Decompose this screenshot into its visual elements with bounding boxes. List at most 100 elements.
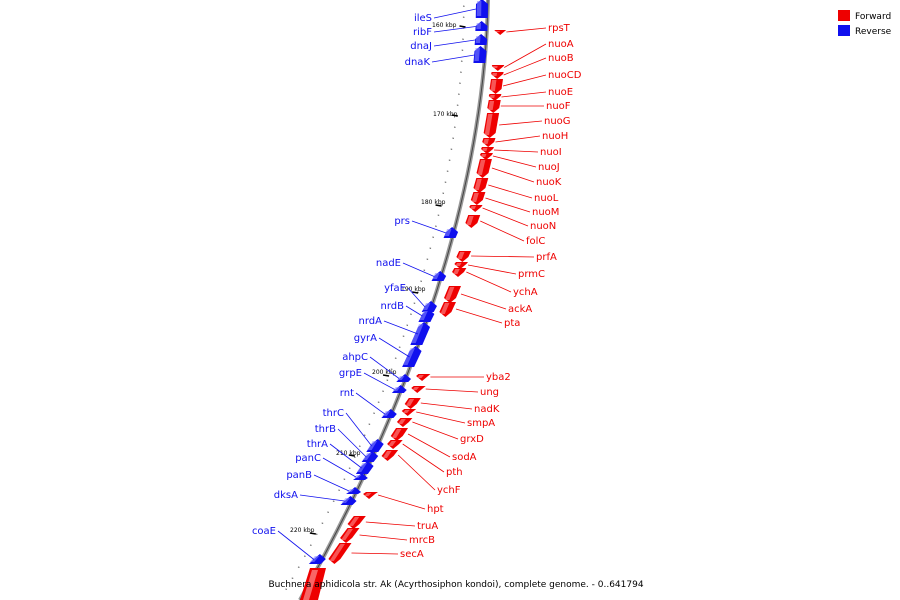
gene-coaE[interactable]: coaE — [252, 526, 326, 564]
gene-thrA[interactable]: thrA — [307, 439, 374, 474]
gene-label: truA — [417, 521, 438, 532]
gene-label: grpE — [339, 368, 362, 379]
gene-nuoA[interactable]: nuoA — [491, 39, 574, 71]
gene-leader — [365, 521, 416, 527]
gene-label: nrdB — [381, 301, 405, 312]
tick-label: 200 kbp — [372, 369, 397, 376]
gene-ung[interactable]: ung — [411, 386, 499, 398]
gene-leader — [485, 197, 531, 213]
gene-label: coaE — [252, 526, 276, 537]
gene-leader — [345, 412, 373, 447]
gene-smpA[interactable]: smpA — [401, 409, 496, 429]
gene-ychA[interactable]: ychA — [452, 268, 538, 298]
gene-nuoL[interactable]: nuoL — [473, 178, 559, 204]
gene-label: nuoF — [546, 101, 571, 112]
tick-label: 210 kbp — [336, 450, 361, 457]
gene-nadK[interactable]: nadK — [404, 398, 500, 415]
gene-shade — [417, 375, 424, 378]
gene-yfaE[interactable]: yfaE — [384, 283, 437, 312]
gene-nuoM[interactable]: nuoM — [470, 192, 560, 218]
gene-mrcB[interactable]: mrcB — [340, 528, 435, 546]
gene-leader — [506, 27, 547, 33]
gene-yba2[interactable]: yba2 — [416, 372, 511, 383]
gene-label: nuoI — [540, 147, 562, 158]
gene-leader — [407, 433, 451, 458]
gene-shade — [471, 193, 479, 202]
gene-ribF[interactable]: ribF — [413, 21, 488, 38]
gene-rpsT[interactable]: rpsT — [494, 23, 571, 35]
gene-nadE[interactable]: nadE — [376, 258, 447, 281]
gene-nuoB[interactable]: nuoB — [491, 53, 574, 79]
gene-nuoN[interactable]: nuoN — [469, 205, 556, 232]
gene-shade — [481, 148, 488, 151]
gene-pth[interactable]: pth — [387, 440, 463, 478]
gene-leader — [493, 149, 539, 153]
gene-truA[interactable]: truA — [347, 516, 439, 532]
gene-gyrA[interactable]: gyrA — [354, 333, 422, 367]
gene-leader — [503, 57, 547, 76]
gene-dksA[interactable]: dksA — [274, 490, 357, 505]
gene-shade — [490, 80, 497, 91]
gene-thrB[interactable]: thrB — [315, 424, 379, 462]
gene-sodA[interactable]: sodA — [390, 428, 477, 463]
major-tick — [459, 25, 466, 28]
gene-hpt[interactable]: hpt — [363, 492, 444, 515]
gene-shade — [397, 419, 406, 424]
gene-ychF[interactable]: ychF — [381, 450, 461, 496]
gene-panB[interactable]: panB — [286, 470, 362, 494]
gene-ackA[interactable]: ackA — [443, 286, 532, 315]
gene-rnt[interactable]: rnt — [340, 388, 397, 418]
gene-leader — [378, 337, 410, 358]
gene-label: panB — [286, 470, 312, 481]
major-tick — [412, 291, 419, 294]
gene-prs[interactable]: prs — [394, 216, 459, 238]
gene-grpE[interactable]: grpE — [339, 368, 407, 393]
gene-shade — [309, 556, 320, 562]
gene-nuoF[interactable]: nuoF — [487, 100, 571, 113]
reverse-features: ileS ribF dnaJ dnaK prs nadE yfaE nrdB nrdA gyrA a… — [252, 0, 488, 564]
gene-label: mrcB — [409, 535, 435, 546]
gene-shade — [367, 441, 378, 450]
gene-leader — [359, 534, 408, 541]
gene-prfA[interactable]: prfA — [456, 251, 557, 263]
gene-nuoJ[interactable]: nuoJ — [479, 153, 560, 173]
gene-shade — [341, 529, 353, 540]
gene-label: nrdA — [359, 316, 383, 327]
gene-ileS[interactable]: ileS — [414, 0, 488, 24]
gene-nrdB[interactable]: nrdB — [381, 301, 435, 322]
gene-nuoH[interactable]: nuoH — [482, 131, 568, 147]
gene-nuoE[interactable]: nuoE — [488, 87, 573, 101]
gene-leader — [491, 167, 535, 183]
gene-leader — [299, 494, 345, 502]
gene-label: ackA — [508, 304, 532, 315]
gene-nuoG[interactable]: nuoG — [483, 113, 571, 138]
major-tick — [435, 204, 442, 207]
gene-label: rpsT — [548, 23, 571, 34]
gene-dnaJ[interactable]: dnaJ — [410, 34, 488, 52]
gene-nrdA[interactable]: nrdA — [359, 316, 431, 345]
gene-grxD[interactable]: grxD — [396, 418, 484, 445]
gene-pta[interactable]: pta — [439, 302, 520, 329]
gene-label: folC — [526, 236, 545, 247]
gene-nuoI[interactable]: nuoI — [480, 147, 562, 158]
gene-leader — [455, 308, 503, 324]
gene-shade — [475, 36, 481, 43]
gene-label: rnt — [340, 388, 354, 399]
gene-leader — [351, 552, 399, 555]
gene-ahpC[interactable]: ahpC — [342, 352, 412, 382]
gene-thrC[interactable]: thrC — [323, 408, 384, 452]
gene-dnaK[interactable]: dnaK — [405, 46, 487, 68]
gene-label: ileS — [414, 13, 432, 24]
gene-leader — [402, 262, 435, 277]
gene-label: dnaK — [405, 57, 431, 68]
gene-leader — [433, 39, 476, 47]
gene-prmC[interactable]: prmC — [454, 262, 545, 280]
gene-shade — [484, 114, 493, 135]
gene-nuoK[interactable]: nuoK — [476, 159, 562, 188]
gene-secA[interactable]: secA — [328, 543, 424, 564]
gene-leader — [411, 220, 447, 234]
gene-label: ahpC — [342, 352, 368, 363]
gene-nuoCD[interactable]: nuoCD — [489, 70, 582, 94]
gene-folC[interactable]: folC — [465, 215, 545, 247]
gene-panC[interactable]: panC — [295, 453, 368, 480]
